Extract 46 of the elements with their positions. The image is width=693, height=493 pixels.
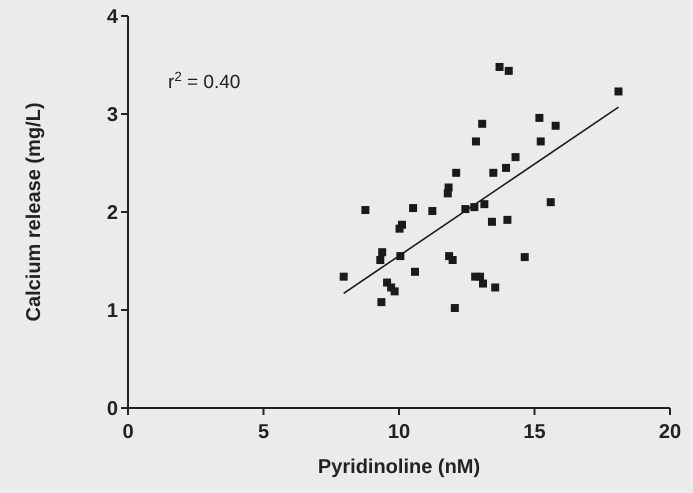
point: [450, 304, 459, 312]
point: [378, 248, 386, 256]
point: [376, 256, 384, 264]
point: [488, 218, 496, 226]
point: [361, 206, 370, 214]
point: [377, 298, 386, 306]
point: [478, 120, 486, 128]
point: [614, 87, 623, 96]
point: [409, 204, 418, 212]
y-tick-label: 3: [106, 104, 118, 126]
point: [520, 253, 529, 262]
point: [502, 164, 510, 172]
point: [390, 287, 399, 296]
point: [479, 280, 488, 288]
x-tick-label: 20: [658, 421, 682, 443]
point: [512, 153, 520, 162]
x-tick-label: 0: [122, 421, 134, 443]
y-tick-label: 0: [106, 398, 118, 420]
point: [476, 272, 484, 281]
point: [444, 184, 453, 192]
x-tick-label: 10: [388, 421, 410, 443]
point: [504, 66, 513, 75]
point: [536, 137, 545, 146]
point: [491, 283, 500, 292]
y-tick-label: 4: [106, 6, 119, 28]
point: [398, 220, 406, 229]
point: [428, 207, 436, 216]
point: [472, 137, 480, 146]
point: [448, 256, 457, 264]
point: [535, 114, 544, 122]
y-tick-label: 1: [106, 300, 118, 322]
annotation: r$^{2}$ = 0.40: [168, 68, 240, 93]
y-axis-title: Calcium release (mg/L): [23, 102, 45, 322]
point: [480, 200, 488, 208]
x-tick-label: 5: [258, 421, 270, 443]
point: [410, 268, 419, 276]
point: [552, 122, 560, 130]
x-tick-label: 15: [523, 421, 546, 443]
point: [452, 168, 460, 177]
point: [340, 272, 348, 281]
point: [546, 198, 555, 206]
point: [489, 168, 498, 177]
point: [503, 216, 512, 224]
y-tick-label: 2: [106, 202, 118, 224]
x-axis-title: Pyridinoline (nM): [318, 456, 480, 478]
point: [496, 62, 504, 71]
